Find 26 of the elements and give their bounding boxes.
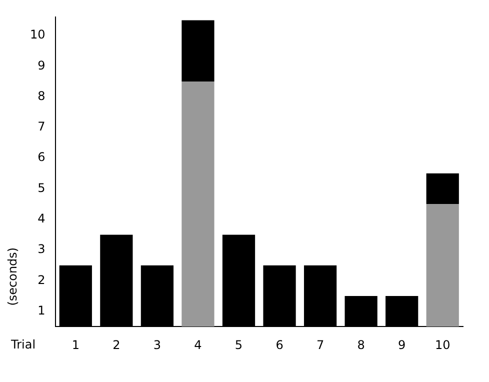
y-tick-label: 1 [38, 303, 46, 318]
y-tick-label: 9 [38, 58, 46, 72]
x-tick-label: 8 [357, 338, 365, 352]
x-tick-label: 7 [316, 338, 324, 352]
bar [426, 204, 459, 327]
y-tick-label: 3 [38, 242, 46, 256]
x-tick-label: 10 [434, 338, 450, 352]
y-tick-label: 8 [38, 88, 46, 103]
y-tick-label: 4 [38, 212, 46, 226]
x-tick-label: 6 [276, 338, 284, 352]
x-axis-title: Trial [10, 338, 36, 352]
y-tick-label: 5 [38, 180, 46, 195]
x-tick-label: 2 [112, 338, 120, 352]
x-tick-label: 4 [194, 338, 202, 352]
y-tick-label: 2 [38, 272, 46, 287]
bar [182, 20, 214, 82]
y-tick-label: 7 [38, 120, 46, 134]
x-tick-label: 1 [72, 338, 80, 352]
y-axis-title: (seconds) [5, 247, 20, 306]
x-tick-label: 5 [234, 338, 243, 352]
y-tick-label: 10 [30, 28, 46, 42]
x-tick-label: 9 [398, 338, 406, 352]
y-tick-label: 6 [38, 150, 46, 164]
bar [426, 173, 459, 204]
x-tick-label: 3 [153, 338, 162, 352]
bar [182, 82, 214, 327]
